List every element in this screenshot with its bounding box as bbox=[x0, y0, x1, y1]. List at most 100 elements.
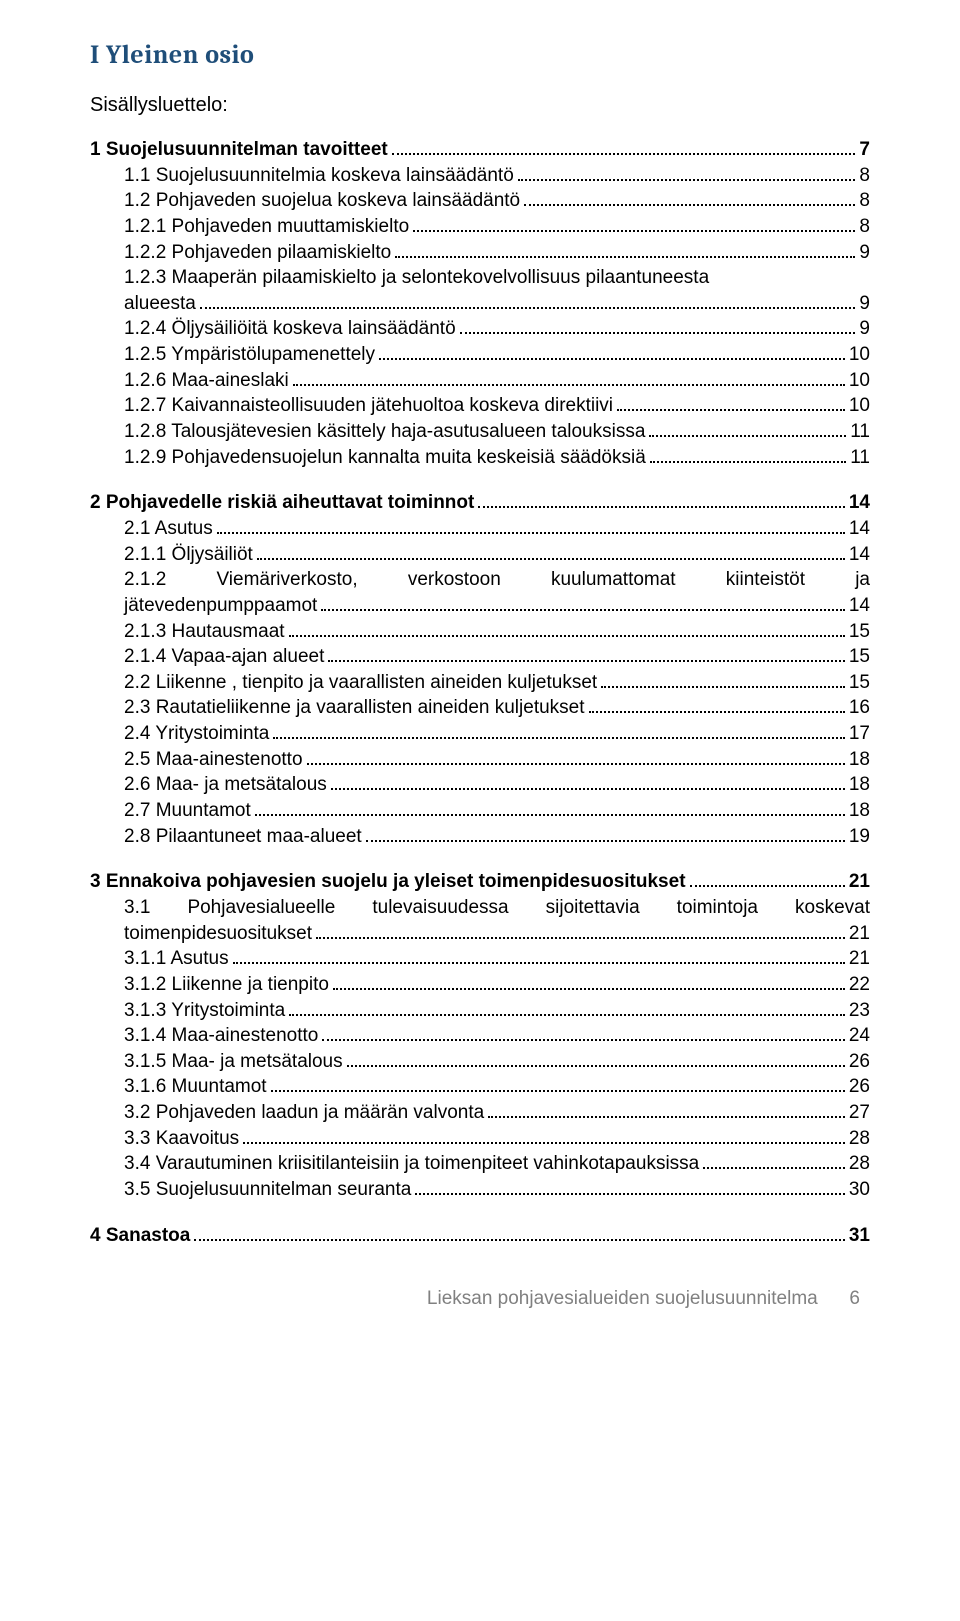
toc-entry-label: jätevedenpumppaamot bbox=[124, 593, 317, 619]
toc-entry: 2.2 Liikenne , tienpito ja vaarallisten … bbox=[90, 670, 870, 696]
toc-leader-dots bbox=[233, 949, 845, 964]
toc-entry-page: 10 bbox=[849, 342, 870, 368]
toc-entry: 3.1.6 Muuntamot 26 bbox=[90, 1074, 870, 1100]
toc-entry: 1.1 Suojelusuunnitelmia koskeva lainsääd… bbox=[90, 163, 870, 189]
toc-leader-dots bbox=[257, 544, 845, 559]
toc-entry-page: 22 bbox=[849, 972, 870, 998]
toc-entry-page: 26 bbox=[849, 1049, 870, 1075]
toc-entry: 3.4 Varautuminen kriisitilanteisiin ja t… bbox=[90, 1151, 870, 1177]
toc-leader-dots bbox=[413, 217, 855, 232]
toc-entry-page: 16 bbox=[849, 695, 870, 721]
toc-entry-page: 18 bbox=[849, 772, 870, 798]
toc-entry-page: 10 bbox=[849, 368, 870, 394]
toc-entry-page: 19 bbox=[849, 824, 870, 850]
toc-entry-label: 1 Suojelusuunnitelman tavoitteet bbox=[90, 137, 388, 163]
toc-entry-page: 8 bbox=[859, 214, 870, 240]
toc-leader-dots bbox=[194, 1225, 845, 1240]
toc-entry: 3 Ennakoiva pohjavesien suojelu ja yleis… bbox=[90, 869, 870, 895]
toc-entry-label: 3.1.6 Muuntamot bbox=[124, 1074, 267, 1100]
toc-entry-page: 21 bbox=[849, 946, 870, 972]
toc-entry-label: 3.3 Kaavoitus bbox=[124, 1126, 239, 1152]
toc-entry-page: 9 bbox=[859, 291, 870, 317]
toc-entry-page: 30 bbox=[849, 1177, 870, 1203]
toc-leader-dots bbox=[347, 1051, 845, 1066]
toc-entry: 3.1.5 Maa- ja metsätalous 26 bbox=[90, 1049, 870, 1075]
toc-entry: 3.1.3 Yritystoiminta23 bbox=[90, 998, 870, 1024]
toc-entry-label: 1.2.1 Pohjaveden muuttamiskielto bbox=[124, 214, 409, 240]
toc-entry: 3.1.4 Maa-ainestenotto24 bbox=[90, 1023, 870, 1049]
toc-leader-dots bbox=[518, 165, 856, 180]
document-page: I Yleinen osio Sisällysluettelo: 1 Suoje… bbox=[0, 0, 960, 1350]
toc-leader-dots bbox=[366, 826, 845, 841]
toc-leader-dots bbox=[395, 242, 855, 257]
toc-entry: 1 Suojelusuunnitelman tavoitteet 7 bbox=[90, 137, 870, 163]
toc-leader-dots bbox=[273, 724, 844, 739]
toc-entry-label: 3.1.2 Liikenne ja tienpito bbox=[124, 972, 329, 998]
toc-leader-dots bbox=[392, 140, 856, 155]
toc-leader-dots bbox=[415, 1180, 845, 1195]
toc-entry-page: 21 bbox=[849, 921, 870, 947]
toc-entry-label: 2.8 Pilaantuneet maa-alueet bbox=[124, 824, 362, 850]
toc-leader-dots bbox=[601, 673, 845, 688]
toc-entry-label: 3.1.1 Asutus bbox=[124, 946, 229, 972]
toc-entry: 3.1.1 Asutus 21 bbox=[90, 946, 870, 972]
toc-entry-page: 26 bbox=[849, 1074, 870, 1100]
toc-entry-page: 11 bbox=[850, 445, 870, 471]
toc-entry-page: 9 bbox=[859, 240, 870, 266]
toc-entry: 2.7 Muuntamot18 bbox=[90, 798, 870, 824]
toc-leader-dots bbox=[289, 1000, 845, 1015]
toc-leader-dots bbox=[289, 621, 845, 636]
footer-page-number: 6 bbox=[849, 1288, 860, 1309]
toc-entry: 2.1 Asutus14 bbox=[90, 516, 870, 542]
toc-section-gap bbox=[90, 470, 870, 490]
toc-leader-dots bbox=[524, 191, 855, 206]
toc-entry-label: 2.7 Muuntamot bbox=[124, 798, 251, 824]
toc-entry: 3.1 Pohjavesialueelle tulevaisuudessa si… bbox=[90, 895, 870, 946]
toc-entry: 1.2.4 Öljysäiliöitä koskeva lainsäädäntö… bbox=[90, 316, 870, 342]
toc-entry: 1.2.6 Maa-aineslaki10 bbox=[90, 368, 870, 394]
toc-entry: 2.8 Pilaantuneet maa-alueet 19 bbox=[90, 824, 870, 850]
toc-entry: 1.2.7 Kaivannaisteollisuuden jätehuoltoa… bbox=[90, 393, 870, 419]
toc-entry: 3.5 Suojelusuunnitelman seuranta30 bbox=[90, 1177, 870, 1203]
table-of-contents: 1 Suojelusuunnitelman tavoitteet 71.1 Suo… bbox=[90, 137, 870, 1248]
toc-entry-page: 23 bbox=[849, 998, 870, 1024]
toc-leader-dots bbox=[322, 1026, 845, 1041]
toc-entry: 1.2.8 Talousjätevesien käsittely haja-as… bbox=[90, 419, 870, 445]
toc-leader-dots bbox=[307, 749, 845, 764]
toc-entry-label: 3.1.5 Maa- ja metsätalous bbox=[124, 1049, 343, 1075]
toc-leader-dots bbox=[271, 1077, 845, 1092]
footer: Lieksan pohjavesialueiden suojelusuunnit… bbox=[90, 1288, 870, 1310]
toc-leader-dots bbox=[478, 493, 845, 508]
toc-entry-page: 7 bbox=[859, 137, 870, 163]
toc-entry: 3.2 Pohjaveden laadun ja määrän valvonta… bbox=[90, 1100, 870, 1126]
toc-entry-tail: jätevedenpumppaamot14 bbox=[124, 593, 870, 619]
toc-entry-page: 15 bbox=[849, 670, 870, 696]
toc-entry-label: toimenpidesuositukset bbox=[124, 921, 312, 947]
toc-leader-dots bbox=[690, 872, 845, 887]
toc-entry-label: 2.1.4 Vapaa-ajan alueet bbox=[124, 644, 324, 670]
toc-entry-label: 1.2.2 Pohjaveden pilaamiskielto bbox=[124, 240, 391, 266]
toc-entry-page: 31 bbox=[849, 1223, 870, 1249]
toc-leader-dots bbox=[650, 447, 846, 462]
toc-leader-dots bbox=[200, 294, 856, 309]
footer-text: Lieksan pohjavesialueiden suojelusuunnit… bbox=[427, 1288, 818, 1309]
toc-leader-dots bbox=[331, 775, 845, 790]
toc-leader-dots bbox=[589, 698, 845, 713]
toc-entry-label: alueesta bbox=[124, 291, 196, 317]
toc-entry-label: 3.1.4 Maa-ainestenotto bbox=[124, 1023, 318, 1049]
toc-entry-label: 2 Pohjavedelle riskiä aiheuttavat toimin… bbox=[90, 490, 474, 516]
toc-entry-label: 2.2 Liikenne , tienpito ja vaarallisten … bbox=[124, 670, 597, 696]
toc-entry-page: 8 bbox=[859, 188, 870, 214]
toc-leader-dots bbox=[649, 422, 846, 437]
main-title: I Yleinen osio bbox=[90, 40, 870, 70]
toc-entry-label: 2.1 Asutus bbox=[124, 516, 213, 542]
toc-section-gap bbox=[90, 1203, 870, 1223]
toc-entry: 4 Sanastoa31 bbox=[90, 1223, 870, 1249]
toc-entry-label: 2.5 Maa-ainestenotto bbox=[124, 747, 303, 773]
toc-entry-page: 8 bbox=[859, 163, 870, 189]
toc-entry: 1.2 Pohjaveden suojelua koskeva lainsääd… bbox=[90, 188, 870, 214]
toc-leader-dots bbox=[379, 345, 845, 360]
toc-entry: 1.2.9 Pohjavedensuojelun kannalta muita … bbox=[90, 445, 870, 471]
toc-entry-label: 2.1.3 Hautausmaat bbox=[124, 619, 285, 645]
toc-leader-dots bbox=[217, 519, 845, 534]
